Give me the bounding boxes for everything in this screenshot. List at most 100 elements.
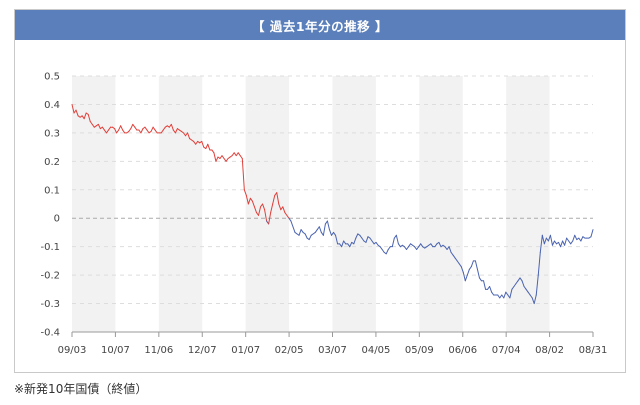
- line-segment: [341, 240, 345, 248]
- gridlines: [72, 75, 593, 305]
- line-segment: [219, 155, 223, 159]
- line-segment: [239, 155, 243, 159]
- line-segment: [539, 234, 543, 253]
- line-segment: [553, 240, 558, 245]
- line-segment: [120, 125, 124, 131]
- line-segment: [572, 234, 576, 242]
- line-segment: [251, 200, 255, 208]
- line-segment: [414, 246, 418, 251]
- line-segment: [105, 129, 109, 134]
- line-segment: [292, 226, 296, 233]
- line-segment: [195, 140, 199, 145]
- x-tick-label: 03/07: [318, 345, 347, 356]
- line-segment: [122, 129, 126, 134]
- line-segment: [359, 234, 363, 239]
- line-segment: [450, 251, 454, 256]
- x-tick-label: 02/05: [275, 345, 304, 356]
- background-band: [72, 76, 116, 332]
- line-segment: [213, 152, 217, 162]
- line-segment: [474, 260, 478, 270]
- line-segment: [75, 109, 79, 117]
- line-segment: [562, 240, 566, 246]
- background-bands: [72, 76, 550, 332]
- line-segment: [282, 206, 286, 214]
- line-segment: [513, 283, 517, 287]
- line-segment: [290, 220, 294, 228]
- line-segment: [452, 254, 456, 259]
- x-tick-label: 08/02: [535, 345, 564, 356]
- line-segment: [464, 274, 468, 282]
- line-segment: [276, 192, 280, 205]
- line-segment: [379, 246, 383, 251]
- x-tick-label: 10/07: [101, 345, 130, 356]
- y-tick-labels: 0.5 0.4 0.3 0.2 0.1 0 -0.1 -0.2 -0.3 -0.4: [40, 72, 60, 339]
- line-segment: [114, 128, 118, 134]
- background-band: [332, 76, 376, 332]
- line-segment: [304, 233, 308, 239]
- line-segment: [375, 241, 379, 246]
- line-segment: [574, 234, 578, 241]
- line-segment: [288, 217, 292, 222]
- line-segment: [391, 237, 395, 248]
- line-segment: [570, 240, 574, 245]
- x-tick-label: 09/03: [58, 345, 87, 356]
- line-segment: [262, 203, 266, 211]
- line-segment: [103, 129, 107, 134]
- line-segment: [318, 226, 322, 233]
- line-segment: [91, 123, 95, 128]
- line-segment: [278, 203, 282, 211]
- line-segment: [347, 243, 351, 248]
- line-segment: [434, 243, 438, 248]
- line-segment: [183, 132, 187, 137]
- line-segment: [468, 266, 472, 270]
- line-segment: [253, 206, 257, 214]
- line-segment: [314, 229, 318, 233]
- x-tick-label: 01/07: [231, 345, 260, 356]
- line-segment: [97, 123, 101, 130]
- chart-title: 【 過去1年分の推移 】: [15, 10, 625, 40]
- line-segment: [284, 212, 288, 216]
- line-segment: [160, 129, 164, 134]
- line-segment: [533, 294, 537, 305]
- line-segment: [564, 237, 568, 246]
- line-segment: [343, 240, 347, 245]
- line-segment: [322, 223, 326, 236]
- line-segment: [551, 240, 555, 246]
- line-segment: [365, 236, 369, 243]
- line-segment: [193, 140, 197, 145]
- line-segment: [107, 126, 112, 131]
- line-segment: [549, 234, 553, 246]
- line-segment: [201, 140, 205, 148]
- line-segment: [233, 152, 237, 157]
- line-segment: [83, 112, 87, 120]
- line-segment: [381, 249, 385, 253]
- line-segment: [223, 157, 227, 162]
- line-segment: [547, 234, 551, 242]
- y-tick-label: 0.2: [44, 157, 60, 168]
- line-segment: [580, 236, 584, 242]
- line-segment: [462, 271, 466, 282]
- line-segment: [134, 126, 138, 131]
- line-segment: [489, 285, 493, 293]
- line-segment: [172, 129, 176, 134]
- line-segment: [154, 129, 158, 134]
- line-segment: [87, 113, 91, 123]
- y-tick-label: 0.1: [44, 185, 60, 196]
- line-segment: [353, 237, 357, 245]
- line-segment: [140, 128, 144, 134]
- line-segment: [355, 233, 359, 239]
- line-segment: [531, 297, 535, 305]
- line-segment: [517, 277, 521, 282]
- background-band: [419, 76, 463, 332]
- y-tick-label: 0.3: [44, 128, 60, 139]
- background-band: [158, 76, 203, 332]
- line-segment: [144, 126, 148, 131]
- line-segment: [535, 274, 539, 296]
- y-tick-label: 0: [54, 214, 60, 225]
- line-segment: [543, 237, 547, 245]
- line-segment: [460, 266, 464, 273]
- line-segment: [454, 257, 458, 262]
- x-tick-label: 11/06: [144, 345, 173, 356]
- line-segment: [568, 240, 572, 245]
- line-segment: [361, 237, 365, 242]
